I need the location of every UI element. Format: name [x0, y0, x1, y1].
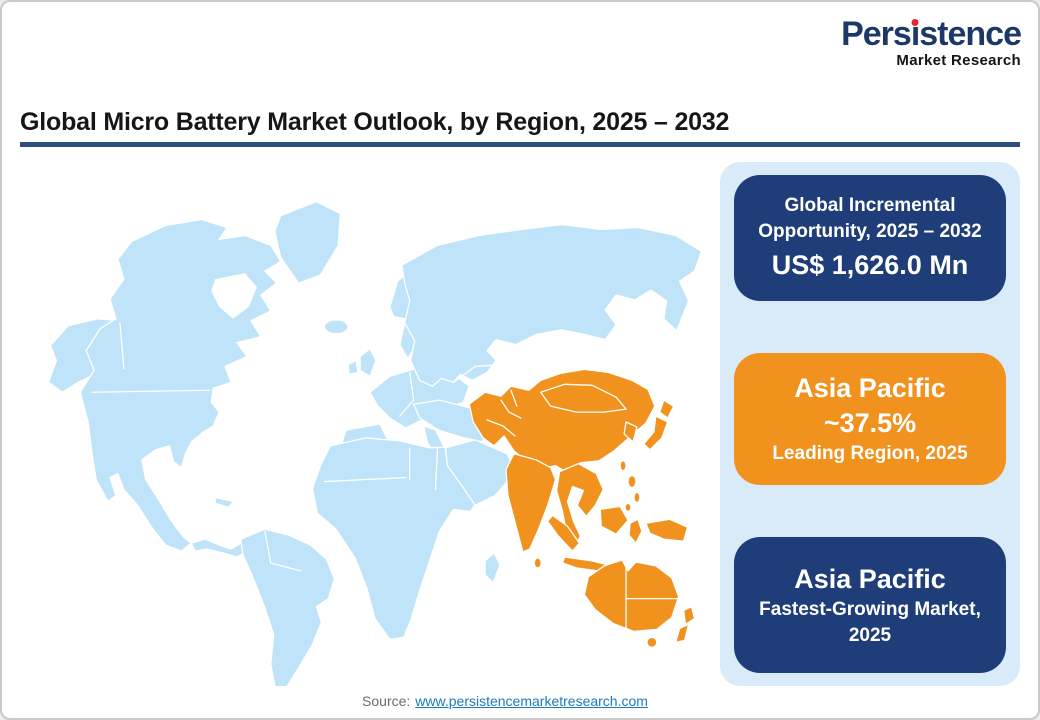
map-region-sri-lanka [533, 557, 542, 569]
map-region-taiwan [619, 460, 627, 472]
map-region-great-britain [359, 347, 377, 378]
brand-name: Persistence [841, 15, 1022, 53]
brand-red-dot-i: i [910, 15, 921, 53]
card-fastest-growing-market: Asia Pacific Fastest-Growing Market, 202… [734, 537, 1006, 673]
card-global-incremental-opportunity: Global Incremental Opportunity, 2025 – 2… [734, 175, 1006, 301]
map-border-us-canada [91, 389, 210, 393]
content-row: Global Incremental Opportunity, 2025 – 2… [20, 162, 1020, 686]
map-region-indonesia [546, 505, 689, 573]
card3-line1: Fastest-Growing Market, [759, 598, 981, 620]
map-region-south-america [240, 528, 335, 686]
map-region-japan [643, 399, 675, 451]
card2-title: Asia Pacific ~37.5% [794, 373, 946, 439]
map-region-new-zealand [675, 605, 696, 643]
brand-name-post: stence [919, 15, 1022, 53]
source-link[interactable]: www.persistencemarketresearch.com [415, 693, 648, 709]
world-map-svg [47, 201, 703, 686]
card3-line2: 2025 [848, 624, 892, 646]
map-region-tasmania [646, 636, 658, 648]
map-region-madagascar [484, 552, 501, 584]
map-hudson-bay [211, 273, 257, 319]
map-region-arabia [444, 439, 517, 507]
map-border-alaska-canada [119, 322, 125, 370]
card1-line2: Opportunity, 2025 – 2032 [758, 220, 982, 242]
map-region-korea [623, 421, 638, 443]
world-map [20, 162, 720, 686]
brand-logo: Persistence Market Research [841, 15, 1022, 69]
source-line: Source: www.persistencemarketresearch.com [2, 693, 1008, 709]
map-border-europe [399, 371, 415, 417]
title-underline [20, 142, 1020, 147]
map-border-central-asia [486, 389, 522, 437]
map-border-south-america [264, 530, 302, 572]
map-region-india [505, 453, 557, 553]
map-region-ireland [347, 359, 359, 376]
map-region-cuba [214, 496, 234, 509]
card2-subtitle: Leading Region, 2025 [772, 443, 968, 465]
map-region-north-america [79, 218, 282, 552]
map-border-australia-states [625, 563, 679, 630]
map-region-central-america [190, 538, 248, 558]
title-block: Global Micro Battery Market Outlook, by … [20, 108, 1020, 147]
source-label: Source: [362, 693, 411, 709]
map-region-greenland [274, 201, 341, 284]
brand-name-pre: Pers [841, 15, 912, 53]
map-region-russia-north-asia [401, 223, 703, 387]
stats-panel: Global Incremental Opportunity, 2025 – 2… [720, 162, 1020, 686]
map-border-russia-kazakhstan [452, 355, 528, 383]
map-region-philippines [624, 474, 641, 512]
card-leading-region: Asia Pacific ~37.5% Leading Region, 2025 [734, 353, 1006, 485]
map-border-mongolia [540, 383, 627, 413]
map-region-iceland [323, 319, 349, 335]
map-border-africa-1 [323, 448, 439, 491]
map-region-australia [583, 559, 680, 633]
card1-value: US$ 1,626.0 Mn [771, 249, 969, 280]
page-title: Global Micro Battery Market Outlook, by … [20, 108, 730, 136]
brand-subtitle: Market Research [896, 52, 1021, 69]
card1-line1: Global Incremental [784, 195, 956, 217]
card3-title: Asia Pacific [794, 563, 946, 594]
